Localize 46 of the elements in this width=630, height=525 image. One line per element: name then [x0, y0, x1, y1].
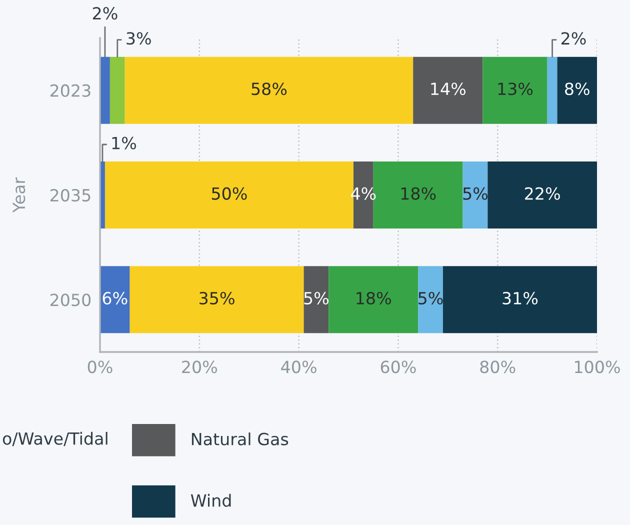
bar: [100, 266, 130, 334]
data-label: 5%: [418, 292, 443, 305]
data-label: 50%: [212, 187, 247, 200]
bar: [304, 266, 329, 334]
y-tick-label: 2023: [50, 84, 90, 97]
data-label: 18%: [356, 292, 391, 305]
data-label: 2%: [92, 7, 118, 20]
data-label: 1%: [112, 136, 136, 150]
bar: [130, 266, 304, 334]
data-label: 3%: [126, 32, 151, 45]
text: o/Wave/Tidal: [2, 432, 108, 446]
y-tick-label: 2050: [50, 294, 91, 306]
y-axis-title: Year: [12, 177, 26, 213]
data-label: 5%: [304, 292, 328, 305]
data-label: 13%: [498, 82, 533, 96]
x-tick-label: 20%: [182, 360, 217, 374]
x-tick-label: 100%: [575, 360, 620, 374]
bar: [328, 266, 418, 334]
x-tick-label: 60%: [380, 360, 416, 374]
bar: [488, 162, 597, 228]
x-tick-label: 0%: [88, 360, 112, 374]
legend-label: Natural Gas: [192, 432, 288, 446]
bar: [124, 56, 414, 124]
data-label: 6%: [102, 292, 128, 305]
y-tick-label: 2035: [50, 188, 90, 202]
data-label: 5%: [463, 187, 488, 200]
x-tick-label: 80%: [480, 360, 516, 374]
data-label: 22%: [525, 187, 560, 200]
data-label: 31%: [502, 292, 538, 305]
bar: [482, 56, 548, 124]
data-label: 18%: [401, 187, 436, 200]
bar: [442, 266, 597, 334]
data-label: 2%: [561, 32, 586, 45]
legend-label: Wind: [190, 494, 231, 507]
bar: [557, 56, 597, 124]
bar: [100, 56, 110, 124]
data-label: 14%: [431, 82, 466, 96]
bar: [110, 56, 125, 124]
bar: [418, 266, 443, 334]
bar: [413, 56, 483, 124]
data-label: 35%: [200, 292, 234, 305]
bar: [547, 56, 558, 124]
data-label: 8%: [565, 82, 590, 96]
data-label: 58%: [252, 82, 287, 96]
x-tick-label: 40%: [281, 360, 316, 374]
bar: [462, 162, 488, 228]
